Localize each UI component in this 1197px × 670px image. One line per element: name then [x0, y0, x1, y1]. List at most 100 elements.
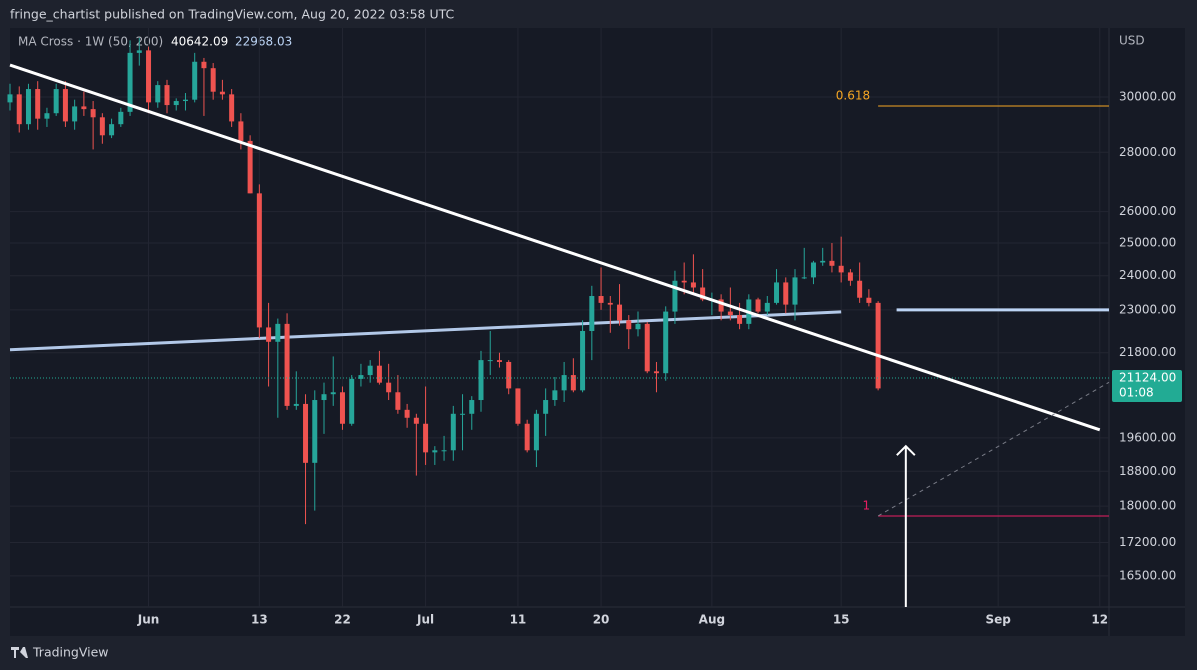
candle-body [617, 304, 623, 321]
candle-body [561, 375, 567, 391]
x-tick-label: 13 [251, 613, 268, 627]
candle-body [266, 327, 272, 342]
candle-body [690, 282, 696, 288]
candle-body [136, 50, 142, 53]
candle-body [810, 262, 816, 278]
candle-body [109, 124, 115, 136]
candle-body [376, 365, 382, 383]
indicator-name: MA Cross · 1W (50, 200) [18, 35, 163, 49]
chart-panel [10, 28, 1185, 636]
countdown: 01:08 [1119, 385, 1154, 399]
candle-body [367, 365, 373, 376]
candle-body [478, 360, 484, 401]
fib-label: 1 [862, 498, 870, 512]
x-tick-label: 20 [593, 613, 610, 627]
y-tick-label: 18000.00 [1119, 499, 1176, 513]
x-tick-label: 15 [833, 613, 850, 627]
candle-body [284, 323, 290, 406]
candle-body [792, 277, 798, 305]
candle-body [16, 94, 22, 125]
candle-body [838, 265, 844, 273]
candle-body [515, 388, 521, 424]
candle-body [450, 413, 456, 451]
candle-body [589, 296, 595, 331]
candle-body [210, 68, 216, 92]
y-tick-label: 19600.00 [1119, 430, 1176, 444]
candle-body [432, 450, 438, 453]
candle-body [441, 450, 447, 452]
y-tick-label: 30000.00 [1119, 90, 1176, 104]
candle-body [182, 99, 188, 102]
candle-body [99, 117, 105, 136]
arrow [896, 444, 916, 607]
candle-body [875, 302, 881, 389]
candle-body [783, 282, 789, 305]
candle-body [487, 360, 493, 362]
candle-body [90, 109, 96, 118]
candle-body [764, 302, 770, 312]
candle-body [607, 302, 613, 305]
candle-body [275, 323, 281, 342]
y-tick-label: 24000.00 [1119, 268, 1176, 282]
candle-body [829, 260, 835, 266]
candle-body [81, 106, 87, 110]
trendline [9, 63, 1101, 432]
candle-body [25, 89, 31, 125]
candle-body [256, 193, 262, 328]
y-tick-label: 26000.00 [1119, 204, 1176, 218]
candle-body [247, 140, 253, 194]
candle-body [118, 111, 124, 125]
publish-header: fringe_chartist published on TradingView… [10, 7, 455, 22]
candle-body [44, 113, 50, 119]
candle-body [653, 371, 659, 374]
candle-body [570, 375, 576, 391]
candle-body [857, 280, 863, 298]
candle-body [626, 320, 632, 330]
candle-body [201, 61, 207, 69]
y-tick-label: 18800.00 [1119, 464, 1176, 478]
candle-body [164, 85, 170, 106]
candle-body [423, 423, 429, 453]
fib-label: 0.618 [836, 89, 870, 103]
ma-line [9, 310, 842, 352]
candle-body [543, 400, 549, 414]
candle-body [173, 101, 179, 106]
candle-body [866, 297, 872, 303]
y-tick-label: 25000.00 [1119, 236, 1176, 250]
x-tick-label: 22 [334, 613, 351, 627]
candle-body [847, 272, 853, 281]
y-tick-label: 17200.00 [1119, 535, 1176, 549]
indicator-value: 22968.03 [235, 35, 292, 49]
candle-body [192, 61, 198, 100]
candle-body [533, 413, 539, 451]
candle-body [229, 94, 235, 122]
last-price-badge [1112, 369, 1182, 402]
candle-body [127, 52, 133, 112]
candle-body [72, 106, 78, 122]
candle-body [53, 89, 59, 114]
candle-body [386, 382, 392, 393]
candle-body [35, 89, 41, 119]
candle-body [146, 50, 152, 103]
candle-body [404, 409, 410, 418]
candle-body [635, 323, 641, 330]
candle-body [681, 280, 687, 283]
candle-body [339, 392, 345, 424]
logo [11, 647, 28, 658]
candle-body [219, 91, 225, 95]
candle-body [755, 299, 761, 312]
candle-body [7, 94, 13, 103]
candle-body [496, 360, 502, 362]
candle-body [155, 85, 161, 103]
candle-body [672, 280, 678, 312]
candle-body [524, 423, 530, 451]
candle-body [358, 375, 364, 379]
candle-body [62, 89, 68, 122]
candle-body [293, 403, 299, 406]
candle-body [737, 315, 743, 324]
candle-body [506, 361, 512, 389]
candle-body [644, 323, 650, 372]
indicator-value: 40642.09 [171, 35, 228, 49]
candle-body [700, 287, 706, 300]
x-tick-label: Aug [699, 613, 725, 627]
